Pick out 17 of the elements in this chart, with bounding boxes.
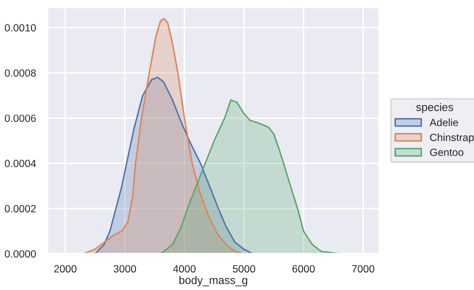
y-tick-label: 0.0000	[4, 250, 36, 258]
legend-label: Adelie	[430, 118, 458, 126]
y-tick-label: 0.0006	[4, 114, 36, 122]
y-tick-label: 0.0004	[4, 160, 36, 168]
legend-label: Gentoo	[430, 148, 464, 156]
x-tick-label: 2000	[54, 265, 76, 273]
x-tick-label: 6000	[292, 265, 315, 273]
x-tick-label: 4000	[173, 265, 196, 273]
x-tick-label: 5000	[232, 265, 256, 273]
x-tick-label: 3000	[114, 265, 136, 273]
legend-label: Chinstrap	[430, 133, 474, 144]
x-axis-title: body_mass_g	[179, 276, 248, 286]
y-tick-label: 0.0002	[4, 205, 36, 212]
x-tick-label: 7000	[352, 265, 374, 273]
y-tick-label: 0.0008	[4, 69, 36, 77]
y-tick-label: 0.0010	[4, 24, 36, 32]
legend-title: species	[416, 102, 454, 114]
